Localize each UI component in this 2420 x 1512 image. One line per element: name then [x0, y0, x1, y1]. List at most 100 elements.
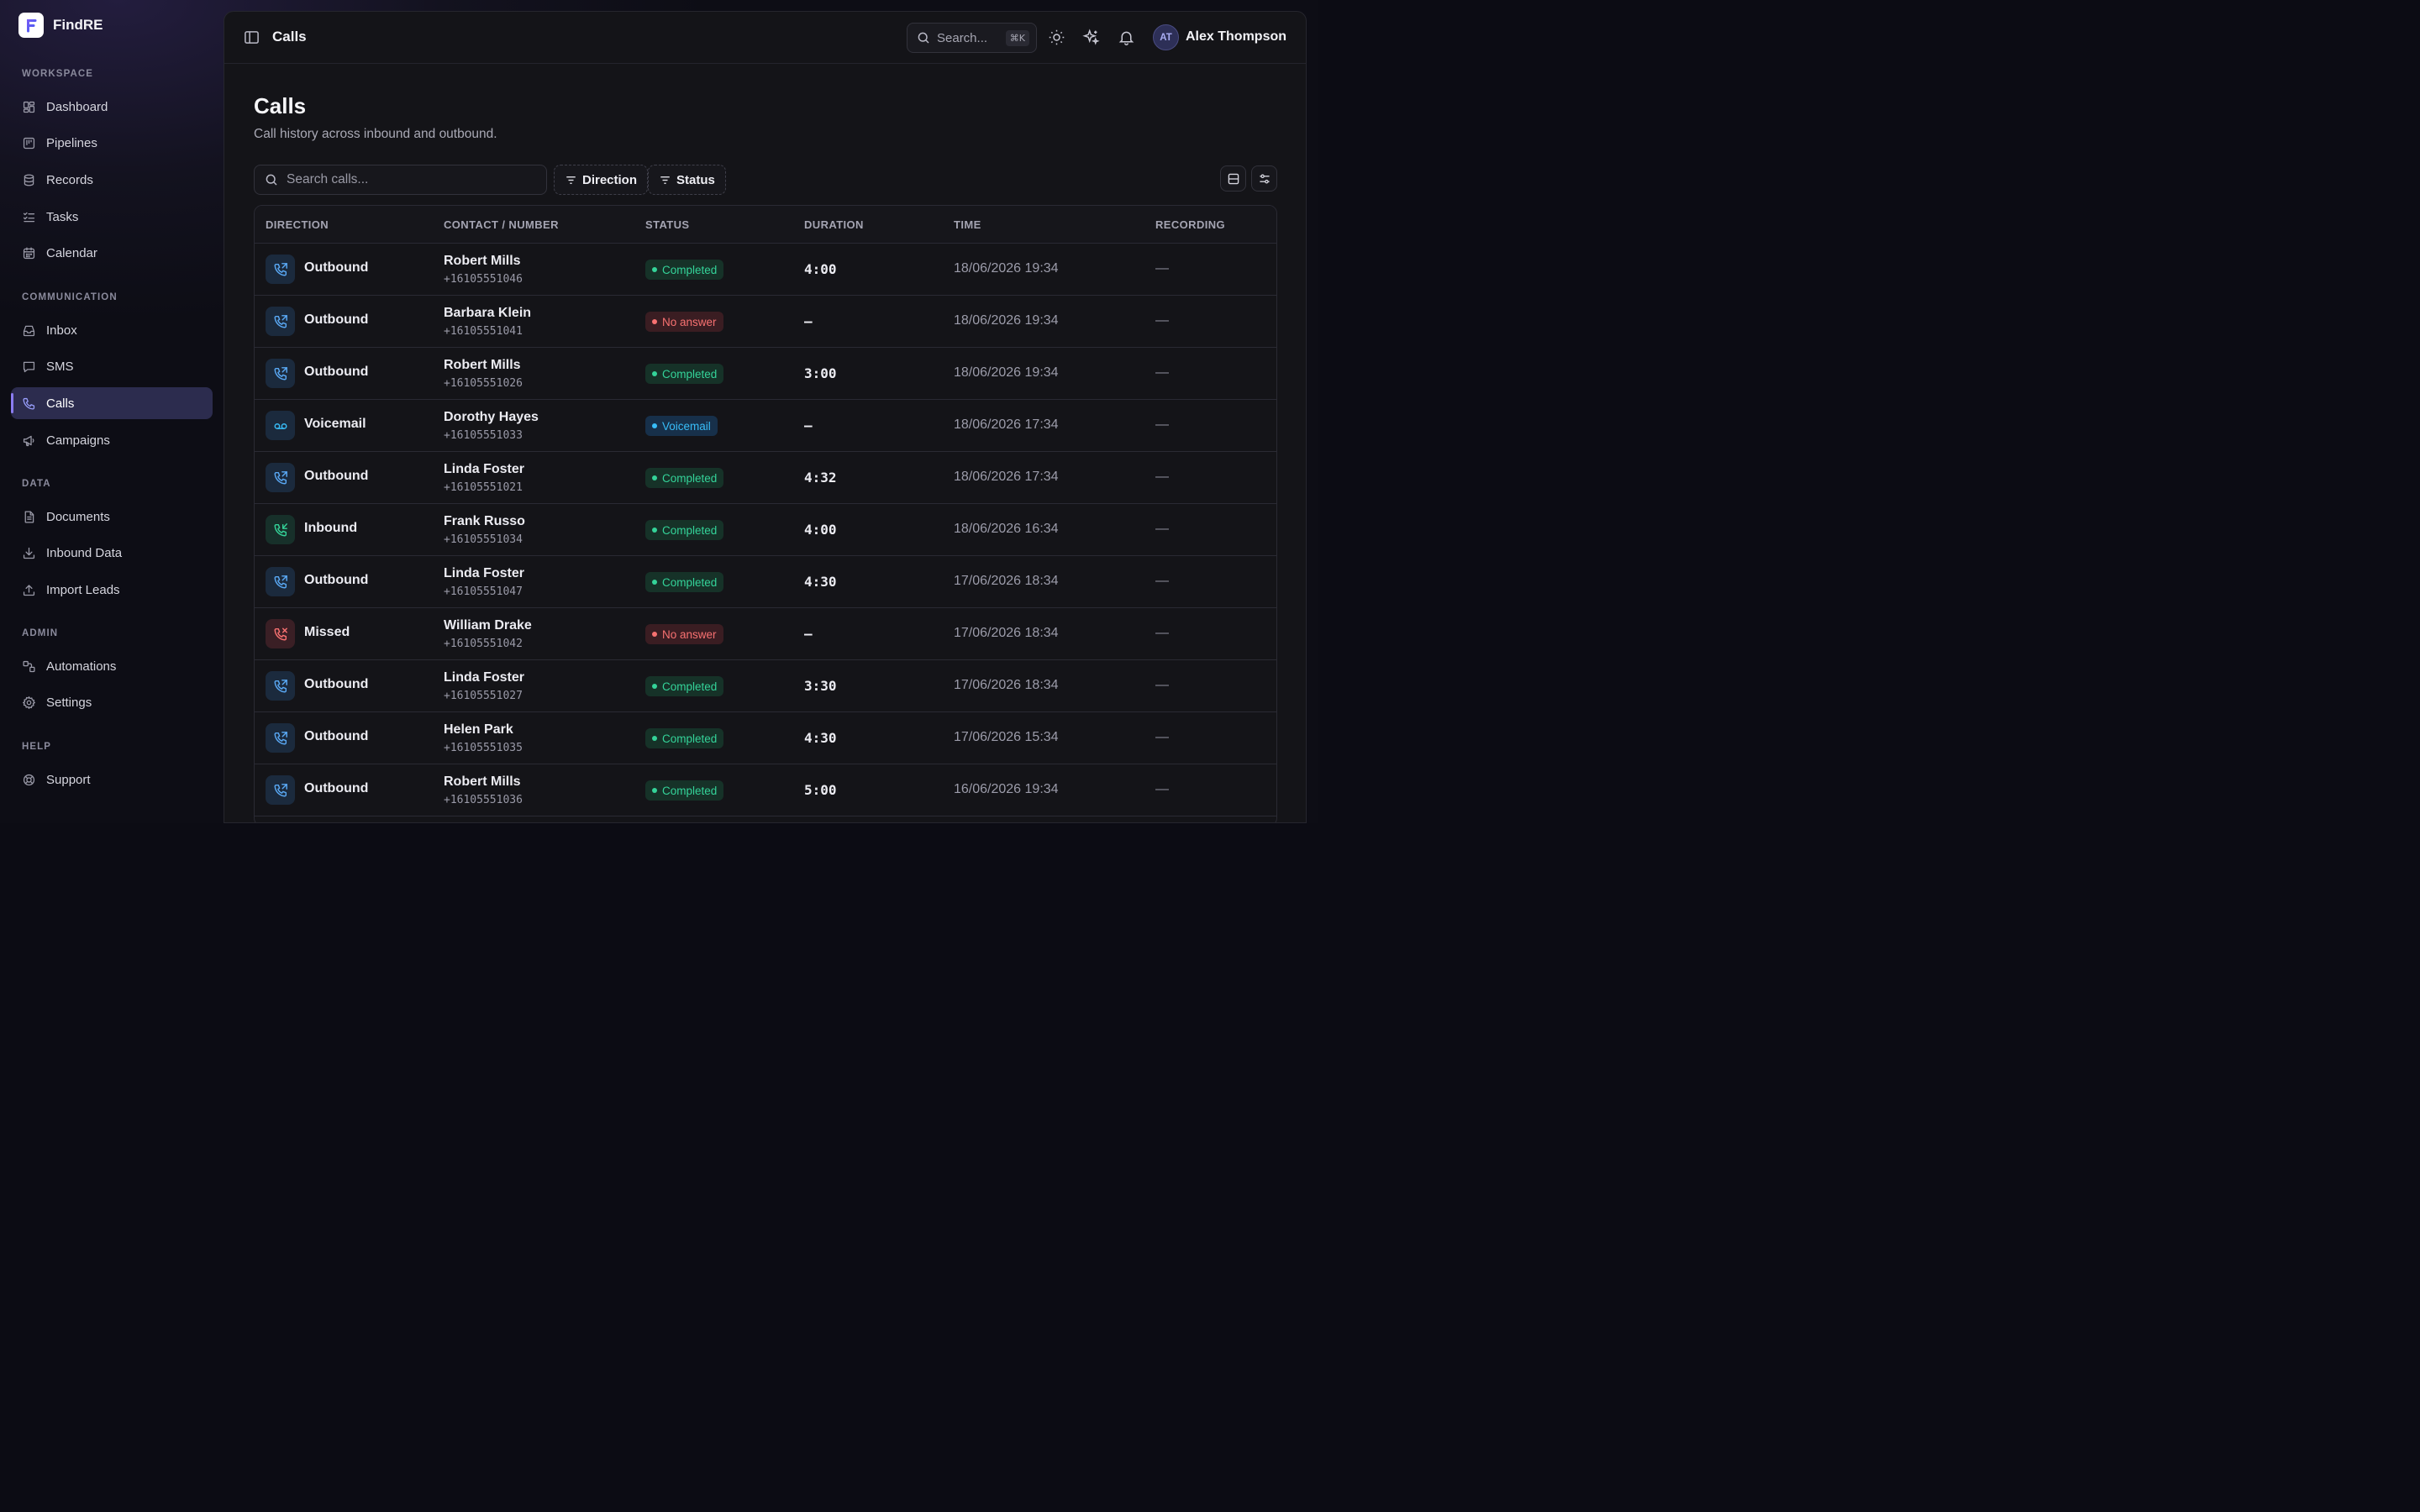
status-dot	[652, 684, 657, 689]
calls-search[interactable]	[254, 165, 547, 195]
sidebar-item-label: Records	[46, 172, 93, 187]
sidebar-item-label: Inbound Data	[46, 546, 123, 561]
app-window: FindRE WORKSPACE Dashboard Pipelines Record…	[0, 0, 1318, 823]
table-row[interactable]: Outbound Robert Mills +16105551046 Compl…	[255, 244, 1276, 296]
call-duration: –	[804, 313, 813, 329]
sidebar-item-label: Calendar	[46, 246, 97, 261]
contact-name[interactable]: Robert Mills	[444, 254, 521, 268]
column-settings-button[interactable]	[1251, 165, 1277, 192]
contact-number: +16105551034	[444, 533, 523, 546]
status-filter-label: Status	[676, 172, 715, 187]
direction-filter-button[interactable]: Direction	[554, 165, 649, 195]
search-icon	[266, 174, 277, 186]
lifebuoy-icon	[23, 774, 35, 785]
sidebar-section-title: HELP	[22, 742, 52, 752]
sidebar-item-records[interactable]: Records	[11, 164, 213, 196]
direction-label: Outbound	[304, 573, 369, 587]
column-header[interactable]: STATUS	[645, 218, 690, 231]
contact-name[interactable]: Barbara Klein	[444, 306, 532, 320]
sun-icon[interactable]	[1048, 29, 1065, 46]
sidebar-item-label: Support	[46, 772, 91, 787]
status-dot	[652, 319, 657, 324]
sidebar-item-label: Tasks	[46, 209, 79, 224]
table-row[interactable]: Outbound Helen Park +16105551035 Complet…	[255, 712, 1276, 764]
sidebar-item-automations[interactable]: Automations	[11, 650, 213, 682]
sidebar-item-support[interactable]: Support	[11, 764, 213, 795]
sidebar-item-settings[interactable]: Settings	[11, 687, 213, 719]
sidebar-item-documents[interactable]: Documents	[11, 501, 213, 533]
table-row[interactable]: Outbound Robert Mills +16105551026 Compl…	[255, 348, 1276, 400]
table-row[interactable]: Outbound Linda Foster +16105551021 Compl…	[255, 452, 1276, 504]
upload-icon	[23, 585, 35, 596]
table-row[interactable]: Outbound Robert Mills +16105551036 Compl…	[255, 764, 1276, 816]
topbar: Calls Search... ⌘K AT Alex Thompson	[224, 12, 1306, 64]
column-header[interactable]: CONTACT / NUMBER	[444, 218, 559, 231]
table-row[interactable]: Outbound Linda Foster +16105551047 Compl…	[255, 556, 1276, 608]
column-header[interactable]: DURATION	[804, 218, 864, 231]
sidebar-toggle-icon[interactable]	[244, 29, 260, 45]
layout-toggle-button[interactable]	[1220, 165, 1246, 192]
contact-name[interactable]: Robert Mills	[444, 358, 521, 372]
recording-cell: —	[1155, 522, 1169, 536]
status-dot	[652, 580, 657, 585]
outbound-call-icon	[266, 359, 295, 388]
status-badge: Completed	[645, 676, 724, 696]
call-time: 17/06/2026 18:34	[954, 574, 1059, 588]
status-label: No answer	[662, 627, 717, 641]
inbox-icon	[23, 325, 35, 336]
user-name[interactable]: Alex Thompson	[1186, 29, 1287, 44]
recording-cell: —	[1155, 678, 1169, 692]
outbound-call-icon	[266, 307, 295, 336]
contact-name[interactable]: Robert Mills	[444, 774, 521, 789]
sidebar-section-title: WORKSPACE	[22, 69, 94, 79]
table-row[interactable]: Inbound Frank Russo +16105551034 Complet…	[255, 504, 1276, 556]
contact-name[interactable]: Helen Park	[444, 722, 513, 737]
contact-name[interactable]: Frank Russo	[444, 514, 525, 528]
bell-icon[interactable]	[1118, 29, 1135, 46]
sidebar-item-inbox[interactable]: Inbox	[11, 314, 213, 346]
status-dot	[652, 528, 657, 533]
status-label: Completed	[662, 680, 718, 693]
outbound-call-icon	[266, 255, 295, 284]
call-duration: 4:30	[804, 574, 837, 590]
contact-name[interactable]: Linda Foster	[444, 670, 525, 685]
sidebar-item-dashboard[interactable]: Dashboard	[11, 91, 213, 123]
brand[interactable]: FindRE	[18, 13, 103, 38]
sidebar-item-pipelines[interactable]: Pipelines	[11, 128, 213, 160]
filter-icon	[566, 176, 576, 184]
sidebar-item-inbound-data[interactable]: Inbound Data	[11, 538, 213, 570]
sparkles-icon[interactable]	[1082, 29, 1100, 46]
call-time: 17/06/2026 18:34	[954, 626, 1059, 640]
pipelines-icon	[23, 138, 35, 150]
search-shortcut: ⌘K	[1005, 30, 1029, 46]
contact-name[interactable]: Linda Foster	[444, 462, 525, 476]
sidebar-item-calendar[interactable]: Calendar	[11, 238, 213, 270]
sidebar-item-label: Pipelines	[46, 136, 97, 151]
contact-name[interactable]: Dorothy Hayes	[444, 410, 539, 424]
table-row[interactable]: Voicemail Dorothy Hayes +16105551033 Voi…	[255, 400, 1276, 452]
contact-name[interactable]: Linda Foster	[444, 566, 525, 580]
direction-label: Voicemail	[304, 417, 366, 431]
direction-filter-label: Direction	[582, 172, 638, 187]
call-duration: 4:30	[804, 730, 837, 746]
contact-name[interactable]: William Drake	[444, 618, 532, 633]
sidebar-item-sms[interactable]: SMS	[11, 351, 213, 383]
column-header[interactable]: TIME	[954, 218, 981, 231]
recording-cell: —	[1155, 261, 1169, 276]
column-header[interactable]: RECORDING	[1155, 218, 1226, 231]
avatar[interactable]: AT	[1153, 24, 1179, 50]
direction-label: Outbound	[304, 469, 369, 483]
status-filter-button[interactable]: Status	[648, 165, 726, 195]
column-header[interactable]: DIRECTION	[266, 218, 329, 231]
sidebar-item-campaigns[interactable]: Campaigns	[11, 424, 213, 456]
table-row[interactable]: Missed William Drake +16105551042 No ans…	[255, 608, 1276, 660]
table-row[interactable]: Outbound Linda Foster +16105551027 Compl…	[255, 660, 1276, 712]
calls-search-input[interactable]	[287, 172, 530, 187]
sidebar-item-calls[interactable]: Calls	[11, 387, 213, 420]
table-row[interactable]: Outbound Barbara Klein +16105551041 No a…	[255, 296, 1276, 348]
sidebar-item-import-leads[interactable]: Import Leads	[11, 574, 213, 606]
global-search-button[interactable]: Search... ⌘K	[907, 23, 1037, 53]
status-dot	[652, 788, 657, 793]
sidebar-item-tasks[interactable]: Tasks	[11, 201, 213, 233]
recording-cell: —	[1155, 730, 1169, 744]
